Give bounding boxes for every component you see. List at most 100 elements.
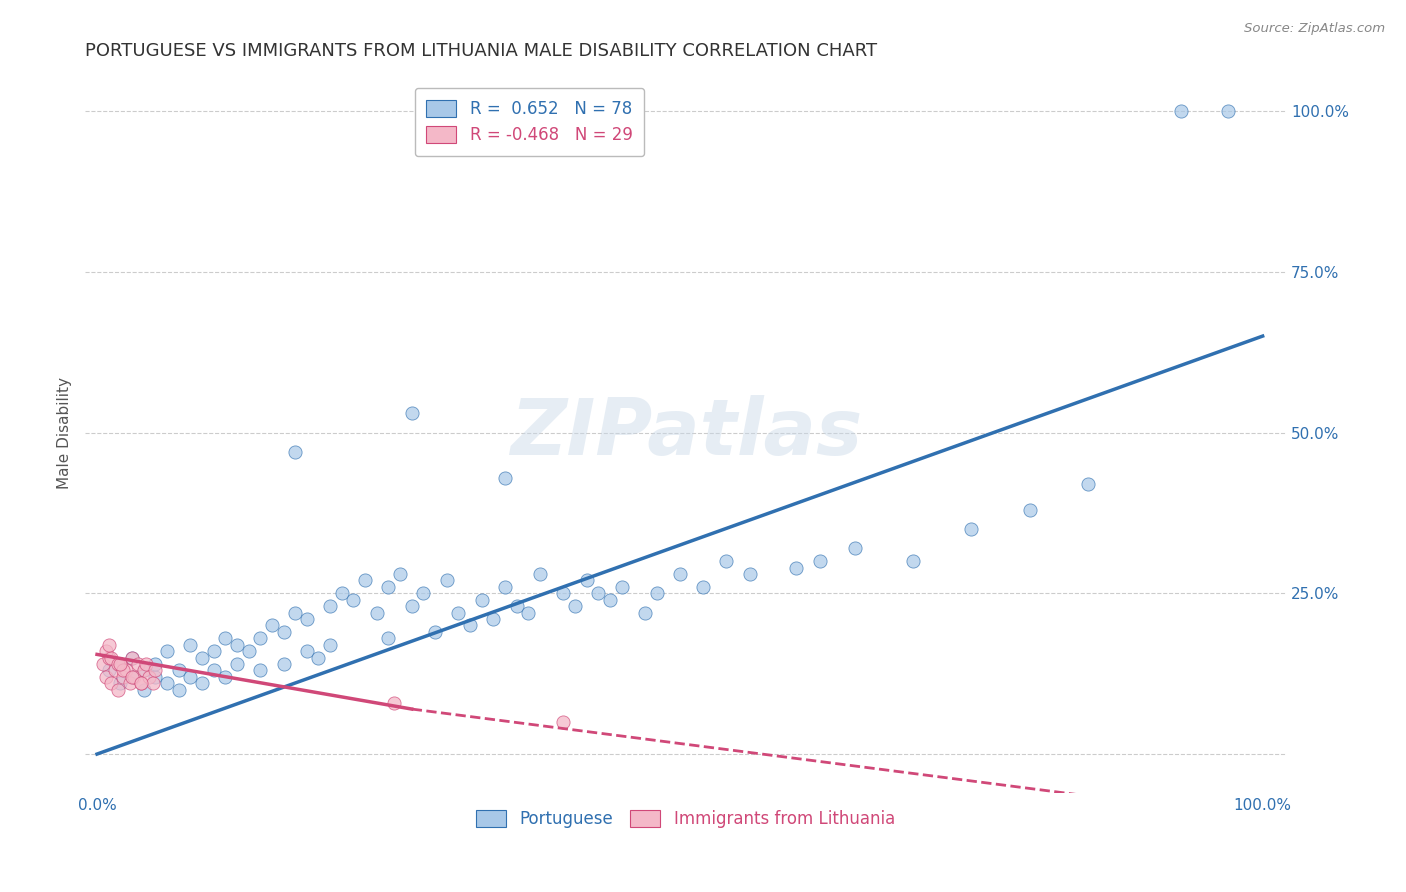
Point [319,638,342,652]
Point [100,676,122,690]
Point [143,657,166,671]
Point [167,664,190,678]
Point [553,714,575,729]
Point [214,632,236,646]
Point [901,554,924,568]
Point [423,624,446,639]
Point [110,676,132,690]
Point [273,657,295,671]
Point [107,657,129,671]
Legend: Portuguese, Immigrants from Lithuania: Portuguese, Immigrants from Lithuania [470,803,901,835]
Point [131,676,153,690]
Point [669,567,692,582]
Point [121,670,143,684]
Point [517,606,540,620]
Point [124,670,146,684]
Point [645,586,668,600]
Point [249,664,271,678]
Point [960,522,983,536]
Point [1216,103,1239,118]
Point [377,632,399,646]
Point [458,618,481,632]
Point [308,650,330,665]
Point [389,567,412,582]
Point [191,676,214,690]
Point [214,670,236,684]
Point [249,632,271,646]
Point [110,657,132,671]
Point [91,657,114,671]
Point [111,670,134,684]
Point [377,580,399,594]
Point [111,664,134,678]
Point [110,657,132,671]
Point [575,574,598,588]
Point [586,586,609,600]
Point [382,696,405,710]
Point [610,580,633,594]
Point [132,664,155,678]
Point [494,470,516,484]
Point [132,664,155,678]
Point [785,560,807,574]
Point [127,657,149,671]
Point [143,664,166,678]
Point [191,650,214,665]
Point [716,554,738,568]
Point [167,682,190,697]
Point [121,650,143,665]
Point [564,599,586,614]
Point [100,650,122,665]
Point [273,624,295,639]
Point [599,592,621,607]
Point [366,606,388,620]
Point [121,670,143,684]
Point [138,670,160,684]
Point [202,644,225,658]
Point [238,644,260,658]
Point [97,664,120,678]
Point [179,670,201,684]
Point [260,618,283,632]
Point [634,606,657,620]
Point [295,644,318,658]
Point [284,445,307,459]
Point [96,644,118,658]
Point [1170,103,1192,118]
Y-axis label: Male Disability: Male Disability [58,376,72,489]
Point [142,676,165,690]
Point [225,657,247,671]
Point [156,644,179,658]
Point [553,586,575,600]
Point [494,580,516,594]
Point [401,406,423,420]
Point [844,541,866,556]
Point [330,586,353,600]
Point [471,592,494,607]
Point [447,606,470,620]
Point [738,567,761,582]
Point [1077,477,1099,491]
Point [131,676,153,690]
Point [115,664,138,678]
Point [143,670,166,684]
Text: PORTUGUESE VS IMMIGRANTS FROM LITHUANIA MALE DISABILITY CORRELATION CHART: PORTUGUESE VS IMMIGRANTS FROM LITHUANIA … [86,42,877,60]
Point [121,650,143,665]
Point [1018,502,1040,516]
Point [132,682,155,697]
Point [505,599,527,614]
Point [107,682,129,697]
Point [412,586,434,600]
Point [319,599,342,614]
Point [482,612,505,626]
Point [401,599,423,614]
Point [284,606,307,620]
Point [110,657,132,671]
Point [436,574,458,588]
Point [202,664,225,678]
Point [342,592,364,607]
Point [295,612,318,626]
Point [225,638,247,652]
Point [692,580,714,594]
Point [354,574,377,588]
